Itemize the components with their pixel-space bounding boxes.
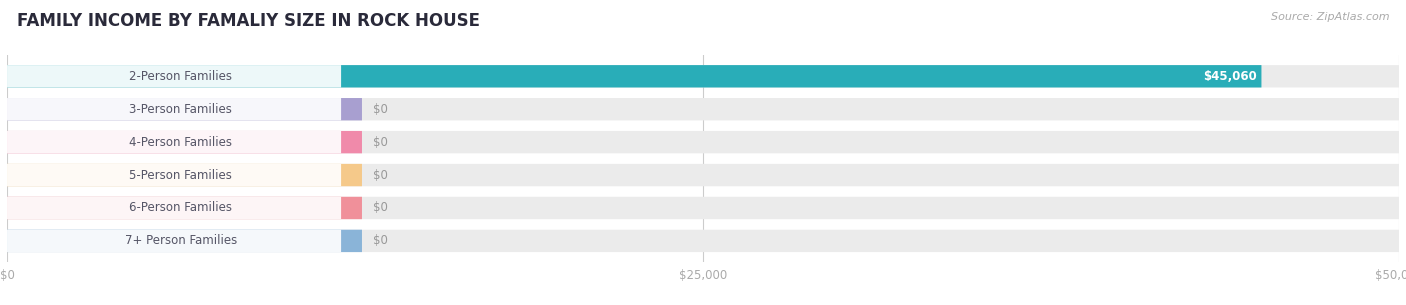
FancyBboxPatch shape: [7, 131, 361, 153]
Text: 6-Person Families: 6-Person Families: [129, 202, 232, 214]
FancyBboxPatch shape: [7, 98, 342, 120]
FancyBboxPatch shape: [7, 197, 1399, 219]
FancyBboxPatch shape: [7, 98, 361, 120]
Text: $0: $0: [373, 169, 388, 181]
Text: 4-Person Families: 4-Person Families: [129, 136, 232, 149]
FancyBboxPatch shape: [7, 230, 342, 252]
Text: 3-Person Families: 3-Person Families: [129, 103, 232, 116]
Text: FAMILY INCOME BY FAMALIY SIZE IN ROCK HOUSE: FAMILY INCOME BY FAMALIY SIZE IN ROCK HO…: [17, 12, 479, 30]
FancyBboxPatch shape: [7, 164, 342, 186]
FancyBboxPatch shape: [7, 197, 342, 219]
FancyBboxPatch shape: [7, 98, 1399, 120]
Text: $0: $0: [373, 202, 388, 214]
Text: $0: $0: [373, 235, 388, 247]
FancyBboxPatch shape: [7, 131, 342, 153]
FancyBboxPatch shape: [7, 65, 342, 88]
FancyBboxPatch shape: [7, 230, 361, 252]
Text: 7+ Person Families: 7+ Person Families: [125, 235, 236, 247]
Text: 2-Person Families: 2-Person Families: [129, 70, 232, 83]
Text: 5-Person Families: 5-Person Families: [129, 169, 232, 181]
FancyBboxPatch shape: [7, 164, 361, 186]
Text: $0: $0: [373, 136, 388, 149]
FancyBboxPatch shape: [7, 131, 1399, 153]
Text: $0: $0: [373, 103, 388, 116]
FancyBboxPatch shape: [7, 197, 361, 219]
FancyBboxPatch shape: [7, 65, 1399, 88]
FancyBboxPatch shape: [7, 164, 1399, 186]
FancyBboxPatch shape: [7, 65, 1261, 88]
FancyBboxPatch shape: [7, 230, 1399, 252]
Text: $45,060: $45,060: [1204, 70, 1257, 83]
Text: Source: ZipAtlas.com: Source: ZipAtlas.com: [1271, 12, 1389, 22]
